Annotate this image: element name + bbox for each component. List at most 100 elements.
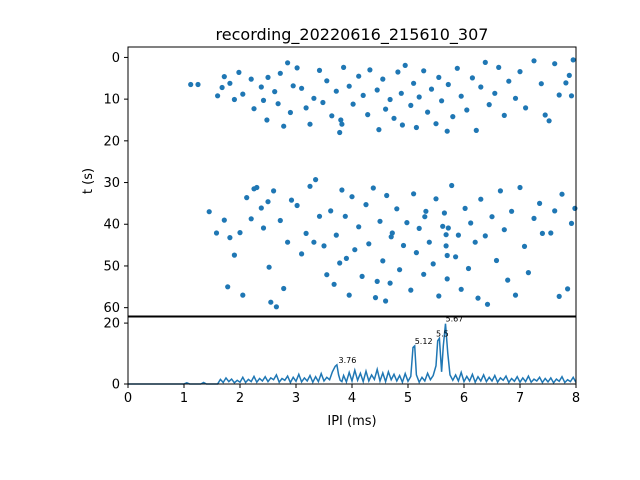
raster-point xyxy=(195,81,201,88)
raster-frame xyxy=(127,46,577,317)
raster-point xyxy=(537,200,543,206)
ipi-y-tick-label: 0 xyxy=(112,378,120,393)
raster-point xyxy=(237,230,243,236)
raster-point xyxy=(258,84,264,90)
raster-point xyxy=(376,127,382,133)
raster-point xyxy=(231,96,237,103)
ipi-peak-label: 5.5 xyxy=(436,329,449,338)
raster-point xyxy=(260,97,267,103)
ipi-x-tick-label: 5 xyxy=(404,391,412,406)
raster-point xyxy=(303,230,309,236)
raster-point xyxy=(265,74,271,80)
raster-point xyxy=(352,247,358,253)
ipi-y-tick-label: 20 xyxy=(103,317,120,332)
ipi-peak-label: 5.12 xyxy=(415,337,433,346)
raster-point xyxy=(363,202,369,208)
raster-point xyxy=(337,260,343,266)
raster-point xyxy=(285,60,291,66)
raster-point xyxy=(425,109,431,115)
ipi-peak-label: 3.76 xyxy=(339,356,357,365)
raster-point xyxy=(294,65,300,71)
ipi-histogram: 3.76 5.125.5 5.67 0 1 2 3 4 5 6 7 8 0 20 IPI (ms) xyxy=(103,315,580,429)
raster-point xyxy=(316,213,323,219)
raster-point xyxy=(505,277,511,283)
raster-point xyxy=(445,225,451,231)
raster-point xyxy=(221,74,227,80)
raster-point xyxy=(307,121,313,127)
raster-y-tick-label: 30 xyxy=(103,176,120,191)
raster-point xyxy=(260,225,267,231)
raster-point xyxy=(443,232,449,238)
raster-point xyxy=(244,195,250,201)
raster-point xyxy=(566,72,572,78)
raster-point xyxy=(556,293,562,299)
raster-point xyxy=(489,214,495,220)
raster-point xyxy=(462,205,468,211)
raster-point xyxy=(359,273,365,279)
raster-point xyxy=(523,105,529,111)
raster-point xyxy=(346,292,352,298)
raster-point xyxy=(313,177,319,183)
raster-point xyxy=(404,220,410,226)
raster-point xyxy=(290,83,296,89)
raster-point xyxy=(501,112,507,118)
raster-y-axis-label: t (s) xyxy=(81,168,96,194)
raster-point xyxy=(213,230,220,236)
raster-point xyxy=(254,184,260,191)
raster-point xyxy=(273,304,279,310)
raster-point xyxy=(552,208,558,214)
raster-point xyxy=(413,124,419,131)
raster-point xyxy=(384,192,390,199)
raster-point xyxy=(272,89,278,95)
raster-point xyxy=(492,90,498,96)
raster-point xyxy=(411,80,417,86)
raster-point xyxy=(311,239,317,245)
raster-point xyxy=(328,208,334,214)
raster-point xyxy=(374,278,380,284)
raster-point xyxy=(525,270,532,276)
raster-point xyxy=(316,67,323,73)
ipi-x-ticks: 0 1 2 3 4 5 6 7 8 xyxy=(124,384,580,406)
raster-point xyxy=(458,93,464,99)
raster-point xyxy=(251,106,257,112)
raster-point xyxy=(563,80,569,86)
raster-point xyxy=(423,208,429,214)
chart-title: recording_20220616_215610_307 xyxy=(216,25,489,45)
raster-point xyxy=(464,107,470,113)
raster-point xyxy=(277,70,283,76)
raster-point xyxy=(458,286,464,292)
raster-point xyxy=(509,208,515,214)
raster-point xyxy=(411,191,417,197)
ipi-x-tick-label: 3 xyxy=(292,391,300,406)
raster-point xyxy=(365,112,371,118)
raster-point xyxy=(395,69,401,75)
raster-point xyxy=(433,121,439,127)
raster-point xyxy=(400,242,407,249)
ipi-peak-labels: 3.76 5.125.5 5.67 xyxy=(339,315,464,365)
raster-point xyxy=(496,64,502,70)
raster-point xyxy=(422,214,428,220)
raster-point xyxy=(288,197,295,203)
raster-point xyxy=(565,286,571,292)
raster-point xyxy=(444,128,450,134)
raster-point xyxy=(398,90,404,96)
raster-point xyxy=(416,94,422,100)
raster-point xyxy=(475,295,481,301)
raster-point xyxy=(356,224,362,230)
raster-point xyxy=(360,92,366,98)
raster-point xyxy=(552,61,558,67)
raster-point xyxy=(341,64,347,70)
raster-point xyxy=(366,241,372,247)
raster-point xyxy=(311,95,317,101)
raster-point xyxy=(227,235,233,241)
raster-point xyxy=(493,257,500,264)
raster-point xyxy=(387,280,393,286)
raster-point xyxy=(548,230,554,236)
raster-point xyxy=(469,75,475,81)
raster-point xyxy=(377,218,383,224)
raster-point xyxy=(329,113,335,119)
raster-y-ticks: 0 10 20 30 40 50 60 xyxy=(103,51,128,316)
raster-point xyxy=(303,105,309,111)
raster-y-tick-label: 10 xyxy=(103,93,120,108)
